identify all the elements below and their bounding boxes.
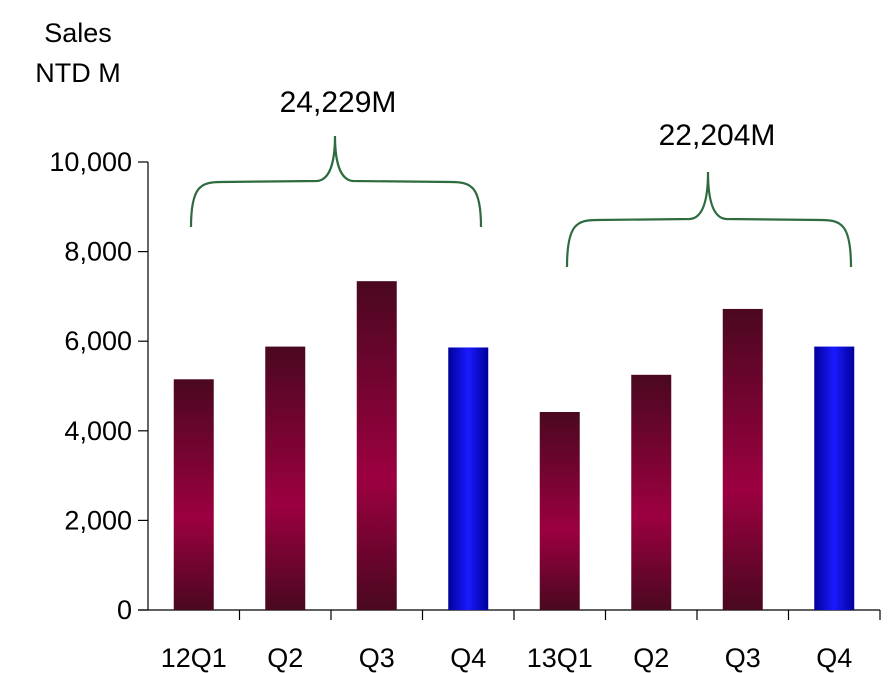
y-axis-title: Sales NTD M bbox=[35, 18, 120, 88]
bar-7 bbox=[722, 308, 763, 610]
x-tick-label: Q3 bbox=[359, 643, 395, 673]
x-tick-label: 12Q1 bbox=[161, 643, 227, 673]
x-tick-label: Q4 bbox=[450, 643, 486, 673]
bar-5 bbox=[539, 411, 580, 610]
y-tick-label: 2,000 bbox=[64, 505, 132, 535]
x-tick-labels: 12Q1 Q2 Q3 Q4 13Q1 Q2 Q3 Q4 bbox=[161, 643, 853, 673]
annotations: 24,229M 22,204M bbox=[189, 86, 853, 268]
axes bbox=[138, 162, 881, 620]
y-ticks: 0 2,000 4,000 6,000 8,000 10,000 bbox=[49, 147, 148, 625]
bar-4 bbox=[448, 347, 489, 610]
y-axis-title-line-2: NTD M bbox=[35, 58, 120, 88]
x-tick-label: Q4 bbox=[816, 643, 852, 673]
bar-2 bbox=[265, 346, 306, 610]
y-tick-label: 10,000 bbox=[49, 147, 132, 177]
y-tick-label: 4,000 bbox=[64, 416, 132, 446]
x-tick-label: 13Q1 bbox=[527, 643, 593, 673]
bars bbox=[173, 281, 855, 610]
x-tick-label: Q2 bbox=[267, 643, 303, 673]
annotation-label-1: 24,229M bbox=[280, 86, 397, 119]
y-tick-label: 8,000 bbox=[64, 237, 132, 267]
annotation-brace-2 bbox=[565, 171, 853, 268]
bar-6 bbox=[631, 374, 672, 610]
annotation-label-2: 22,204M bbox=[659, 119, 776, 152]
y-axis-title-line-1: Sales bbox=[44, 18, 112, 48]
y-tick-label: 0 bbox=[117, 595, 132, 625]
y-tick-label: 6,000 bbox=[64, 326, 132, 356]
x-tick-label: Q3 bbox=[725, 643, 761, 673]
bar-1 bbox=[173, 379, 214, 610]
bar-3 bbox=[356, 281, 397, 610]
annotation-brace-1 bbox=[189, 135, 483, 228]
bar-8 bbox=[814, 346, 855, 610]
x-tick-label: Q2 bbox=[633, 643, 669, 673]
